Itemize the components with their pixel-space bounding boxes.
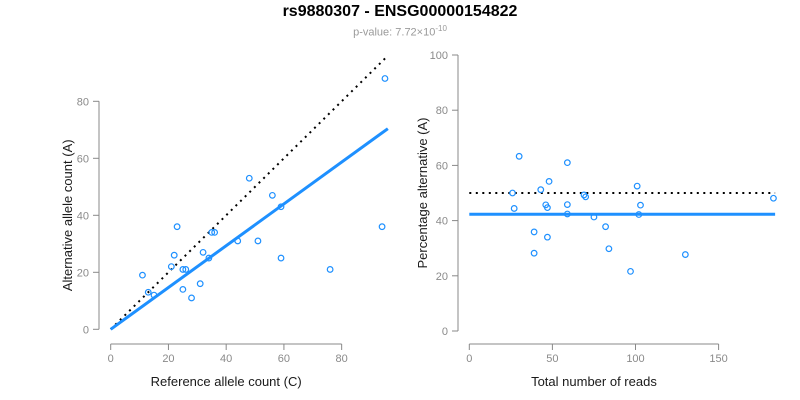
y-tick-label: 0 (442, 326, 448, 338)
data-point (580, 191, 588, 199)
x-tick-label: 60 (278, 353, 290, 365)
data-point (770, 194, 777, 202)
x-tick-label: 0 (466, 353, 472, 365)
y-tick-label: 20 (436, 271, 448, 283)
x-axis-title: Total number of reads (531, 374, 657, 389)
data-point (637, 201, 644, 209)
x-axis-title: Reference allele count (C) (151, 374, 302, 389)
data-point (277, 203, 285, 211)
x-tick-label: 100 (626, 353, 644, 365)
y-tick-label: 60 (436, 160, 448, 172)
data-point (245, 174, 253, 182)
data-point (510, 205, 518, 212)
data-point (681, 251, 689, 258)
allele-count-plot-svg: 0 20 40 60 80 0 20 40 60 80 Reference allele count… (60, 54, 389, 389)
y-axis-title: Percentage alternative (A) (415, 117, 430, 268)
y-tick-label: 0 (83, 324, 89, 336)
data-point (182, 266, 190, 273)
data-point (196, 280, 204, 288)
data-point (537, 186, 545, 194)
allele-count-plot: 0 20 40 60 80 0 20 40 60 80 Reference allele count… (0, 40, 400, 400)
y-tick-label: 20 (77, 267, 89, 279)
data-point (144, 288, 152, 296)
data-point (139, 271, 146, 279)
data-point (509, 189, 516, 197)
y-tick-label: 40 (436, 216, 448, 228)
y-tick-label: 100 (430, 50, 448, 62)
data-point (530, 228, 538, 236)
data-point (326, 266, 334, 273)
data-point (590, 213, 598, 221)
data-point (179, 285, 187, 293)
regression-line (109, 127, 389, 331)
p-value-exponent: -10 (435, 24, 447, 33)
data-point (268, 191, 276, 199)
data-point (150, 291, 158, 299)
data-point (563, 210, 571, 218)
x-tick-label: 40 (220, 353, 232, 365)
data-point (605, 245, 613, 253)
data-point (277, 254, 285, 262)
y-tick-label: 60 (77, 153, 89, 165)
plot-header: rs9880307 - ENSG00000154822 p-value: 7.7… (0, 2, 800, 39)
data-point (627, 267, 634, 275)
x-tick-label: 80 (336, 353, 348, 365)
data-point (544, 233, 551, 241)
data-point (602, 223, 609, 231)
data-point (515, 152, 523, 160)
data-point (211, 228, 219, 236)
y-tick-label: 80 (436, 105, 448, 117)
p-value-subtitle: p-value: 7.72×10-10 (0, 24, 800, 39)
identity-line (109, 54, 389, 331)
data-point (254, 237, 262, 245)
data-point (208, 228, 216, 236)
data-point (563, 159, 571, 167)
percentage-plot: 0 50 100 150 0 20 40 60 80 100 Total number of rea… (400, 40, 800, 400)
y-tick-label: 40 (77, 210, 89, 222)
data-point (378, 223, 386, 231)
data-point (179, 266, 187, 273)
data-point (199, 248, 207, 256)
data-point (633, 182, 641, 190)
data-point (170, 251, 178, 259)
data-point (381, 75, 389, 82)
data-point (205, 254, 213, 262)
data-point (544, 204, 551, 212)
data-point (582, 193, 590, 201)
data-point (188, 294, 195, 302)
y-axis-title: Alternative allele count (A) (60, 139, 75, 291)
data-point (635, 211, 643, 218)
data-point (545, 178, 553, 185)
x-tick-label: 0 (108, 353, 114, 365)
x-tick-label: 50 (546, 353, 558, 365)
x-tick-label: 150 (709, 353, 727, 365)
x-tick-label: 20 (162, 353, 174, 365)
y-tick-label: 80 (77, 96, 89, 108)
data-point (530, 249, 538, 257)
data-point (167, 263, 175, 271)
percentage-plot-svg: 0 50 100 150 0 20 40 60 80 100 Total number of rea… (415, 50, 777, 389)
data-point (173, 223, 181, 231)
p-value-text: p-value: 7.72×10 (353, 26, 436, 39)
data-point (234, 237, 242, 245)
page-title: rs9880307 - ENSG00000154822 (282, 3, 518, 20)
data-point (563, 201, 571, 208)
